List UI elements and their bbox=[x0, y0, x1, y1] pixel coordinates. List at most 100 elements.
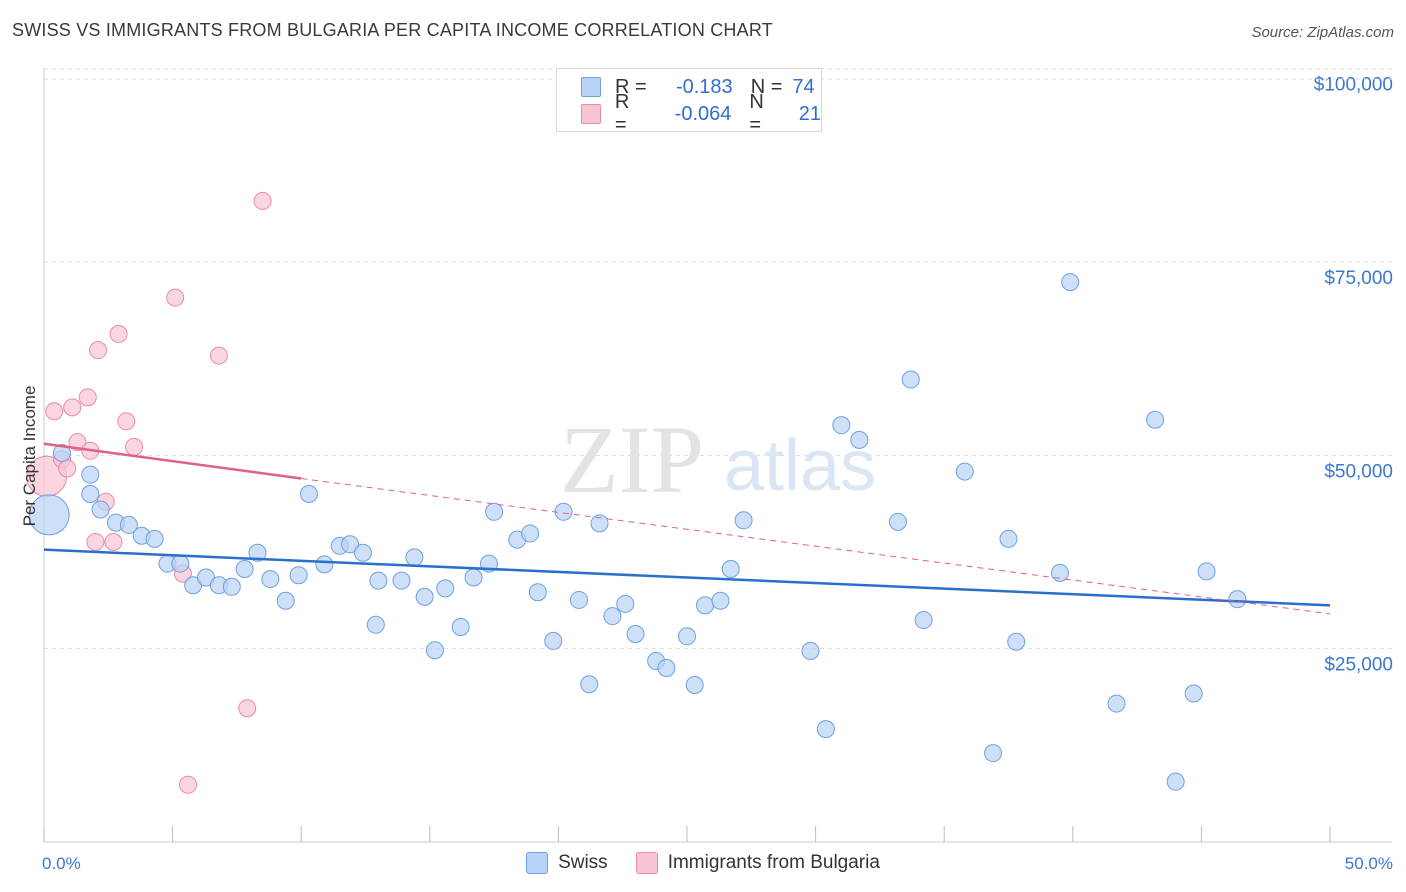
y-tick-label: $100,000 bbox=[1314, 75, 1393, 96]
legend-row-swiss: R = -0.183 N = 74 bbox=[581, 75, 815, 99]
bulgaria-trend-extension bbox=[301, 478, 1331, 615]
swiss-point bbox=[711, 591, 730, 610]
swiss-swatch bbox=[581, 77, 601, 97]
legend-item-bulgaria[interactable]: Immigrants from Bulgaria bbox=[635, 852, 880, 874]
swiss-point bbox=[685, 676, 704, 695]
bulgaria-swatch bbox=[635, 852, 658, 874]
swiss-point bbox=[91, 500, 110, 519]
y-tick-label: $50,000 bbox=[1324, 461, 1393, 482]
swiss-point bbox=[801, 641, 820, 660]
swiss-point bbox=[81, 485, 100, 503]
legend-item-label: Immigrants from Bulgaria bbox=[667, 852, 880, 873]
swiss-point bbox=[464, 568, 483, 587]
bulgaria-point bbox=[78, 388, 97, 407]
swiss-point bbox=[1166, 772, 1185, 791]
bulgaria-point bbox=[117, 412, 136, 431]
gridlines: $25,000 $50,000 $75,000 $100,000 bbox=[44, 68, 1393, 676]
bulgaria-point bbox=[238, 699, 257, 718]
bulgaria-point bbox=[45, 402, 64, 421]
trend-lines bbox=[43, 442, 1331, 615]
legend-r-value: -0.064 bbox=[674, 102, 732, 125]
swiss-point bbox=[901, 370, 920, 389]
legend-r-value: -0.183 bbox=[675, 75, 733, 98]
swiss-point bbox=[222, 577, 241, 596]
y-tick-label: $75,000 bbox=[1324, 268, 1393, 289]
swiss-point bbox=[603, 607, 622, 626]
swiss-point bbox=[616, 594, 635, 613]
swiss-point bbox=[580, 675, 599, 694]
swiss-point bbox=[626, 624, 645, 643]
swiss-point bbox=[678, 627, 696, 646]
axis-labels: Per Capita Income 0.0% 50.0% bbox=[20, 386, 1393, 873]
swiss-point bbox=[696, 596, 715, 615]
swiss-point bbox=[341, 535, 360, 554]
bulgaria-point bbox=[179, 775, 198, 794]
bulgaria-point bbox=[86, 532, 105, 551]
x-tick-label-min: 0.0% bbox=[42, 854, 81, 873]
watermark-zip: ZIP bbox=[560, 406, 704, 513]
swiss-swatch bbox=[526, 852, 549, 874]
swiss-point bbox=[235, 560, 254, 579]
legend-n-label: N = bbox=[750, 75, 783, 98]
swiss-point bbox=[955, 462, 974, 481]
swiss-point bbox=[1228, 590, 1247, 609]
swiss-point bbox=[657, 659, 676, 677]
swiss-point bbox=[1050, 563, 1069, 582]
swiss-point bbox=[53, 444, 72, 463]
bulgaria-point bbox=[89, 341, 108, 360]
swiss-point bbox=[299, 485, 318, 503]
swiss-point bbox=[1007, 632, 1026, 651]
swiss-point bbox=[1197, 562, 1216, 581]
bulgaria-point bbox=[109, 324, 128, 343]
swiss-point bbox=[544, 631, 563, 650]
y-axis-label: Per Capita Income bbox=[20, 386, 39, 527]
swiss-point bbox=[1107, 694, 1126, 713]
swiss-point bbox=[81, 465, 100, 484]
legend-n-value: 74 bbox=[792, 75, 815, 98]
swiss-point bbox=[425, 641, 444, 660]
swiss-point bbox=[999, 529, 1018, 548]
swiss-point bbox=[721, 560, 740, 579]
swiss-point bbox=[1184, 684, 1203, 703]
bulgaria-point bbox=[209, 346, 228, 365]
legend-item-swiss[interactable]: Swiss bbox=[526, 852, 608, 874]
swiss-point bbox=[366, 615, 385, 634]
swiss-point bbox=[405, 548, 424, 567]
swiss-point bbox=[392, 571, 411, 590]
swiss-point bbox=[145, 529, 164, 548]
swiss-point bbox=[888, 512, 907, 531]
legend-n-value: 21 bbox=[798, 102, 821, 125]
swiss-point bbox=[569, 590, 588, 609]
series-legend: Swiss Immigrants from Bulgaria bbox=[0, 852, 1406, 874]
source-label: Source: ZipAtlas.com bbox=[1251, 24, 1394, 41]
swiss-point bbox=[1146, 410, 1165, 429]
legend-r-label: R = bbox=[615, 75, 647, 98]
swiss-point bbox=[984, 744, 1003, 763]
correlation-legend: R = -0.183 N = 74 R = -0.064 N = 21 bbox=[556, 68, 822, 136]
swiss-point bbox=[850, 430, 869, 449]
x-tick-label-max: 50.0% bbox=[1345, 854, 1393, 873]
swiss-point bbox=[28, 494, 70, 536]
swiss-point bbox=[816, 720, 835, 739]
bulgaria-point bbox=[58, 459, 77, 478]
chart-title: SWISS VS IMMIGRANTS FROM BULGARIA PER CA… bbox=[12, 20, 773, 40]
swiss-point bbox=[485, 502, 504, 521]
bulgaria-trend-line bbox=[43, 442, 302, 480]
bulgaria-point bbox=[104, 532, 123, 551]
swiss-point bbox=[289, 566, 308, 585]
y-tick-label: $25,000 bbox=[1324, 655, 1393, 676]
swiss-point bbox=[369, 571, 388, 590]
swiss-point bbox=[832, 416, 851, 435]
swiss-point bbox=[914, 611, 933, 630]
legend-item-label: Swiss bbox=[558, 852, 608, 873]
bulgaria-point bbox=[125, 437, 144, 456]
bulgaria-point bbox=[166, 288, 185, 307]
swiss-point bbox=[315, 555, 334, 574]
legend-n-label: N = bbox=[749, 91, 764, 136]
swiss-point bbox=[451, 618, 470, 637]
swiss-point bbox=[415, 587, 434, 606]
axes bbox=[43, 68, 1392, 843]
swiss-point bbox=[261, 570, 280, 589]
bulgaria-point bbox=[63, 398, 82, 417]
